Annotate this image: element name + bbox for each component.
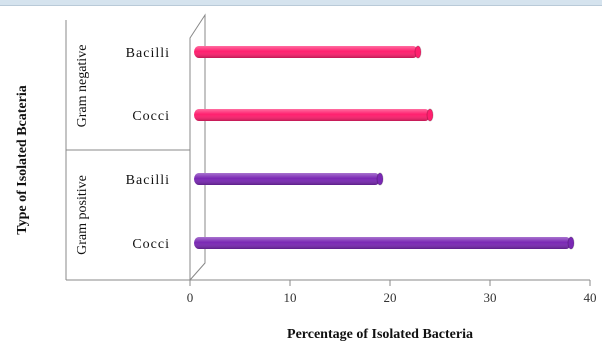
group-label: Gram negative (75, 45, 90, 128)
bar (194, 172, 384, 186)
y-axis-title: Type of Isolated Bcateria (15, 85, 30, 234)
bar (194, 108, 434, 122)
x-tick-label: 20 (384, 290, 397, 305)
bar (194, 45, 422, 59)
x-ticks: 0 10 20 30 40 (187, 280, 597, 305)
x-tick-label: 0 (187, 290, 194, 305)
category-label: Cocci (132, 109, 170, 124)
group-labels: Gram negative Gram positive (75, 45, 90, 255)
back-wall (189, 13, 206, 282)
group-label: Gram positive (75, 175, 90, 255)
category-labels: Bacilli Cocci Bacilli Cocci (126, 46, 170, 252)
bars (194, 45, 575, 250)
category-label: Bacilli (126, 173, 170, 188)
category-label: Bacilli (126, 46, 170, 61)
x-axis-title: Percentage of Isolated Bacteria (287, 327, 473, 342)
bar (194, 236, 575, 250)
category-label: Cocci (132, 237, 170, 252)
x-tick-label: 30 (484, 290, 497, 305)
top-border-strip (0, 0, 602, 6)
x-tick-label: 10 (284, 290, 297, 305)
x-tick-label: 40 (584, 290, 597, 305)
